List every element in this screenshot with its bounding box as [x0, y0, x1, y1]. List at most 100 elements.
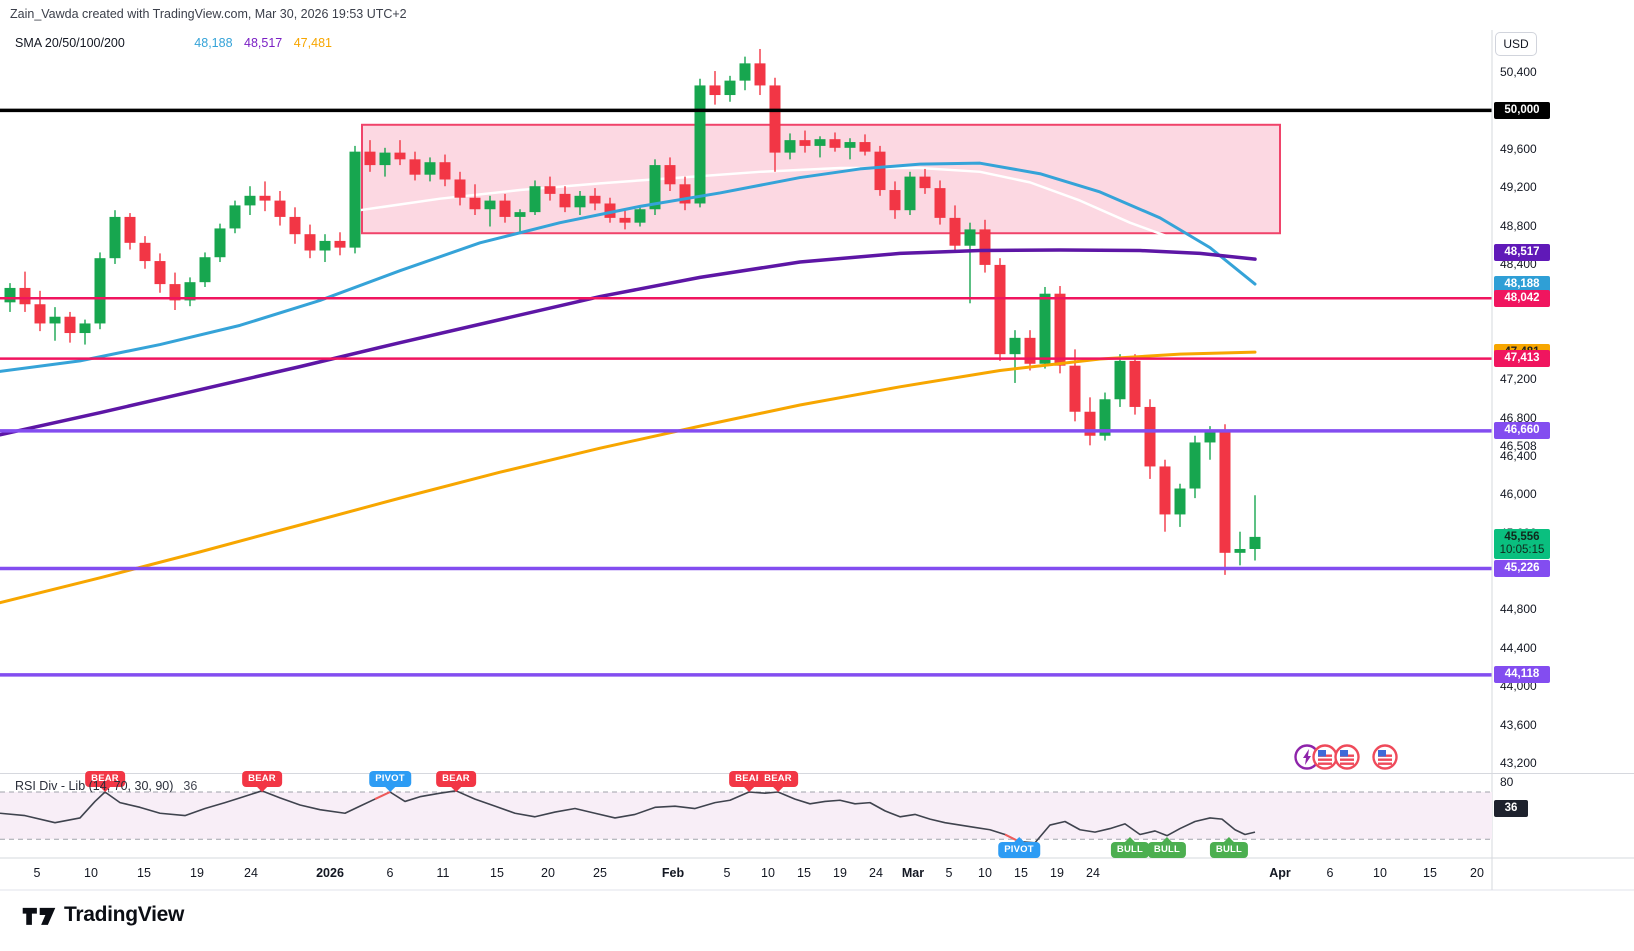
candle-body — [559, 193, 571, 208]
candle-body — [289, 216, 301, 235]
tradingview-logo[interactable]: TradingView — [22, 899, 184, 931]
event-lightning-icon[interactable] — [1294, 744, 1320, 770]
candles-group — [4, 48, 1261, 575]
candle-body — [514, 212, 526, 217]
candle-body — [1129, 360, 1141, 407]
bull-marker-flag[interactable]: BULL — [1110, 842, 1150, 858]
rsi-line — [0, 790, 1256, 844]
rsi-band — [0, 792, 1492, 840]
pivot-marker-flag[interactable]: PIVOT — [369, 771, 411, 787]
candle-body — [304, 234, 316, 251]
candle-body — [1204, 430, 1216, 443]
candle-body — [664, 165, 676, 185]
bear-marker-flag[interactable]: BEAR — [85, 771, 125, 787]
candle-body — [1249, 536, 1261, 549]
candle-body — [454, 179, 466, 198]
chart-credit: Zain_Vawda created with TradingView.com,… — [10, 7, 407, 21]
bull-marker-flag[interactable]: BULL — [1209, 842, 1249, 858]
sma-legend[interactable]: SMA 20/50/100/200 48,188 48,517 47,481 — [15, 36, 340, 50]
candle-body — [499, 200, 511, 217]
candle-body — [964, 229, 976, 246]
candle-body — [709, 85, 721, 96]
candle-body — [79, 323, 91, 334]
candle-body — [919, 176, 931, 189]
candle-body — [1219, 430, 1231, 553]
candle-body — [1234, 548, 1246, 553]
sma100-line — [0, 248, 1257, 437]
candle-body — [889, 190, 901, 211]
candle-body — [1069, 365, 1081, 412]
candle-body — [784, 140, 796, 153]
candle-body — [274, 200, 286, 217]
sma200-line — [0, 350, 1257, 605]
tradingview-logo-text: TradingView — [64, 903, 185, 926]
candle-body — [529, 186, 541, 213]
candle-body — [94, 258, 106, 324]
candle-body — [364, 151, 376, 166]
sma200-value: 47,481 — [293, 36, 332, 50]
sma20-value: 48,188 — [194, 36, 233, 50]
candle-body — [484, 200, 496, 210]
currency-toggle-button[interactable]: USD — [1495, 32, 1537, 56]
candle-body — [754, 63, 766, 86]
candle-body — [694, 85, 706, 204]
tradingview-logo-icon — [22, 907, 56, 925]
candle-body — [649, 165, 661, 210]
candle-body — [739, 63, 751, 81]
candle-body — [934, 188, 946, 218]
candle-body — [679, 184, 691, 204]
candle-body — [124, 216, 136, 243]
candle-body — [634, 209, 646, 223]
candle-body — [169, 284, 181, 301]
candle-body — [904, 176, 916, 211]
candle-body — [1054, 293, 1066, 366]
rsi-indicator-legend[interactable]: RSI Div - Lib (14, 70, 30, 90) 36 — [15, 779, 197, 793]
candle-body — [544, 186, 556, 194]
candle-body — [1174, 488, 1186, 515]
candle-body — [979, 229, 991, 265]
candle-body — [1099, 399, 1111, 436]
event-us-flag-icon[interactable] — [1334, 744, 1360, 770]
candle-body — [1039, 293, 1051, 364]
candle-body — [4, 287, 16, 303]
candle-body — [829, 139, 841, 148]
sma100-value: 48,517 — [244, 36, 283, 50]
candle-body — [439, 162, 451, 180]
bear-marker-flag[interactable]: BEAR — [436, 771, 476, 787]
candle-body — [469, 197, 481, 210]
event-us-flag-icon[interactable] — [1372, 744, 1398, 770]
rsi-current-value: 36 — [183, 779, 198, 793]
candle-body — [589, 195, 601, 204]
candle-body — [319, 240, 331, 251]
candle-body — [19, 287, 31, 305]
event-us-flag-icon[interactable] — [1312, 744, 1338, 770]
candle-body — [814, 139, 826, 146]
candle-body — [1024, 337, 1036, 364]
candle-body — [394, 152, 406, 160]
candle-body — [1009, 337, 1021, 355]
candle-body — [214, 228, 226, 258]
candle-body — [949, 217, 961, 246]
bear-marker-flag[interactable]: BEAR — [758, 771, 798, 787]
candle-body — [229, 205, 241, 229]
pivot-marker-flag[interactable]: PIVOT — [998, 842, 1040, 858]
candle-body — [199, 257, 211, 283]
candle-body — [769, 85, 781, 153]
bear-marker-flag[interactable]: BEAR — [242, 771, 282, 787]
candle-body — [154, 261, 166, 285]
candle-body — [49, 316, 61, 324]
bull-marker-flag[interactable]: BULL — [1147, 842, 1187, 858]
candle-body — [859, 142, 871, 152]
candle-body — [109, 216, 121, 259]
candle-body — [724, 80, 736, 96]
candle-body — [574, 195, 586, 208]
rsi-legend-text: RSI Div - Lib (14, 70, 30, 90) — [15, 779, 174, 793]
candle-body — [424, 162, 436, 175]
candle-body — [64, 316, 76, 334]
candle-body — [604, 203, 616, 218]
candle-body — [334, 240, 346, 248]
candle-body — [379, 152, 391, 166]
candle-body — [1144, 406, 1156, 467]
